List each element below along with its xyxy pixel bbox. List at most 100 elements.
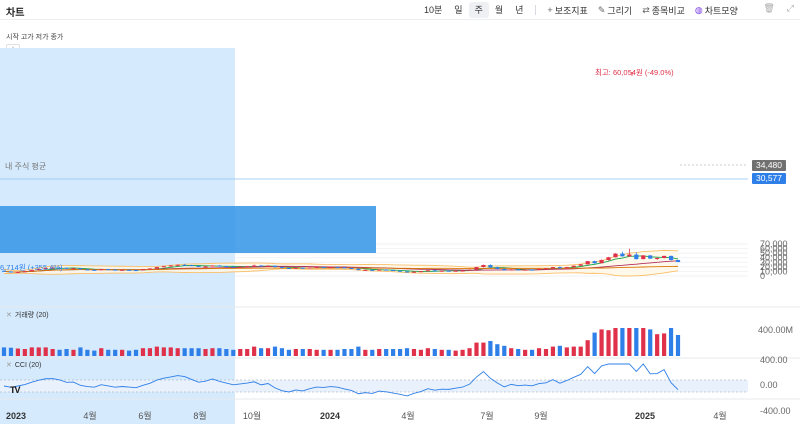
app-title: 차트	[6, 8, 25, 19]
volume-bar	[439, 349, 444, 356]
period-year[interactable]: 년	[515, 5, 524, 15]
volume-bar	[203, 349, 208, 356]
candle-body	[189, 265, 194, 267]
volume-bar	[342, 349, 347, 356]
period-week[interactable]: 주	[468, 2, 489, 18]
volume-profile-highlight	[0, 206, 376, 253]
volume-bar	[196, 348, 201, 356]
candle-body	[64, 267, 69, 269]
draw-button[interactable]: ✎ 그리기	[593, 4, 637, 17]
candle-body	[411, 271, 417, 273]
candle-body	[578, 264, 583, 266]
candle-body	[335, 267, 340, 269]
tradingview-logo-icon: TV	[10, 385, 20, 395]
candle-body	[307, 267, 312, 269]
indicators-button[interactable]: + 보조지표	[542, 4, 592, 17]
candle-body	[22, 271, 27, 273]
candle-body	[446, 270, 451, 272]
x-tick-label: 2025	[635, 411, 655, 421]
cci-label: CCI (20)	[14, 361, 42, 369]
cci-line	[3, 363, 679, 397]
expand-icon[interactable]: ⤢	[786, 3, 794, 13]
candle-body	[627, 254, 632, 257]
volume-bar	[446, 349, 451, 356]
volume-bar	[550, 346, 556, 356]
volume-bar	[272, 346, 278, 356]
chart-style-label: 차트모양	[704, 5, 738, 16]
x-tick-label: 9월	[534, 410, 547, 421]
candle-body	[418, 271, 424, 273]
cci-pane-label: ✕ CCI (20)	[6, 361, 42, 370]
period-month[interactable]: 월	[494, 5, 504, 15]
volume-bar	[425, 348, 430, 356]
volume-bar	[613, 328, 618, 356]
volume-bar	[460, 349, 465, 356]
candle-body	[571, 265, 576, 268]
x-tick-label: 4월	[713, 410, 726, 421]
candle-body	[92, 269, 97, 271]
volume-bar	[377, 349, 382, 356]
volume-bar	[50, 349, 55, 356]
candle-body	[300, 267, 305, 269]
interval-selector[interactable]: 10분	[424, 5, 443, 15]
volume-bar	[175, 348, 180, 356]
plus-icon: +	[547, 5, 553, 15]
candle-body	[126, 269, 132, 271]
volume-bar	[314, 349, 319, 356]
volume-bar	[307, 349, 312, 356]
volume-bar	[411, 349, 417, 356]
chart-style-button[interactable]: ◍ 차트모양	[690, 4, 743, 17]
x-tick-label: 10월	[243, 410, 261, 421]
close-icon[interactable]: ✕	[6, 312, 12, 319]
candle-body	[550, 267, 556, 269]
price-tick-label: 60,000	[760, 244, 788, 254]
volume-bar	[404, 348, 410, 356]
volume-bar	[78, 347, 83, 356]
volume-bar	[349, 349, 354, 356]
x-tick-label: 2024	[320, 411, 340, 421]
compare-label: 종목비교	[651, 5, 685, 16]
candle-body	[585, 261, 590, 265]
volume-bar	[648, 329, 653, 356]
volume-bar	[99, 348, 104, 356]
candle-body	[245, 266, 250, 268]
candle-body	[404, 271, 410, 273]
volume-bar	[154, 346, 159, 356]
candle-body	[140, 269, 146, 271]
volume-bar	[592, 332, 597, 356]
candle-body	[265, 265, 271, 267]
candle-body	[516, 269, 521, 271]
close-icon[interactable]: ✕	[6, 362, 12, 369]
high-price-label: 최고: 60,054원 (-49.0%)	[595, 68, 674, 77]
volume-bar	[245, 349, 250, 356]
price-chart[interactable]: 70,00060,00050,00040,00030,00020,00010,0…	[0, 20, 800, 429]
candle-body	[523, 269, 528, 271]
volume-bar	[516, 349, 521, 356]
volume-bar	[64, 349, 69, 356]
volume-bar	[161, 347, 166, 356]
candle-body	[272, 265, 278, 268]
volume-bar	[564, 347, 569, 356]
period-day[interactable]: 일	[454, 5, 463, 15]
candle-body	[120, 269, 125, 271]
trash-icon[interactable]: 🗑	[763, 3, 775, 13]
volume-bar	[675, 335, 681, 356]
x-tick-label: 4월	[83, 410, 96, 421]
volume-bar	[502, 345, 507, 356]
compare-button[interactable]: ⇄ 종목비교	[637, 4, 690, 17]
candle-body	[467, 269, 472, 271]
candle-body	[460, 270, 465, 272]
volume-pane-label: ✕ 거래량 (20)	[6, 310, 49, 320]
candle-body	[536, 268, 542, 270]
candle-body	[78, 268, 83, 270]
volume-bar	[467, 348, 472, 356]
candle-body	[252, 265, 257, 267]
pencil-icon: ✎	[597, 4, 606, 15]
volume-bar	[22, 349, 27, 356]
volume-bar	[113, 349, 118, 356]
avg-price-label: 내 주식 평균	[5, 162, 47, 171]
candle-body	[224, 266, 229, 268]
volume-bar	[286, 349, 291, 356]
candle-body	[474, 267, 479, 270]
candle-body	[175, 264, 180, 266]
